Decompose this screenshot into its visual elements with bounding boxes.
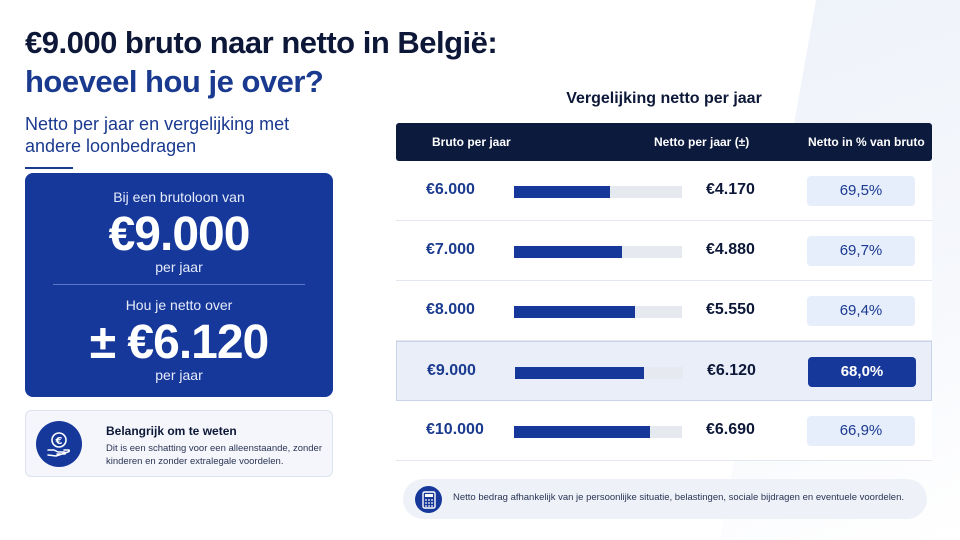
row-bruto: €8.000 [426,301,475,318]
gross-period: per jaar [155,259,203,275]
row-percentage-badge: 66,9% [807,416,915,446]
table-header: Bruto per jaar Netto per jaar (±) Netto … [396,123,932,161]
row-bar-fill [514,306,635,318]
row-bar-fill [514,186,610,198]
title-underline [25,167,73,169]
table-row: €8.000 €5.550 69,4% [396,281,932,341]
row-bar-fill [514,426,651,438]
page-subtitle: Netto per jaar en vergelijking met ander… [25,114,290,156]
svg-text:€: € [55,436,63,447]
row-bar-track [515,367,683,379]
row-bar-track [514,426,682,438]
info-title: Belangrijk om te weten [106,424,237,438]
comparison-table: €6.000 €4.170 69,5% €7.000 €4.880 69,7% €8.000… [396,161,932,461]
calculator-icon [415,486,442,513]
row-bruto: €7.000 [426,241,475,258]
row-netto: €4.880 [706,241,755,258]
footnote: Netto bedrag afhankelijk van je persoonl… [403,479,927,519]
hero-summary-card: Bij een brutoloon van €9.000 per jaar Ho… [25,173,333,397]
net-value: ± €6.120 [89,316,270,369]
table-row: €9.000 €6.120 68,0% [396,341,932,401]
row-bar-track [514,186,682,198]
row-percentage-badge: 68,0% [808,357,916,387]
column-header-bruto: Bruto per jaar [432,135,511,149]
row-bruto: €6.000 [426,181,475,198]
table-row: €10.000 €6.690 66,9% [396,401,932,461]
column-header-percentage: Netto in % van bruto [808,135,925,149]
footnote-text: Netto bedrag afhankelijk van je persoonl… [453,492,905,503]
row-bruto: €9.000 [427,362,476,379]
row-bar-track [514,246,682,258]
row-percentage-badge: 69,5% [807,176,915,206]
row-bar-fill [514,246,622,258]
gross-value: €9.000 [108,208,251,261]
net-period: per jaar [155,367,203,383]
row-netto: €4.170 [706,181,755,198]
row-netto: €6.120 [707,362,756,379]
table-row: €7.000 €4.880 69,7% [396,221,932,281]
page-title-line1: €9.000 bruto naar netto in België: [25,25,498,60]
gross-label: Bij een brutoloon van [113,189,245,205]
euro-hand-icon: € [36,421,82,467]
page-title-line2: hoeveel hou je over? [25,64,324,99]
column-header-netto: Netto per jaar (±) [654,135,750,149]
info-box: € Belangrijk om te weten Dit is een scha… [25,410,333,477]
hero-divider [53,284,305,285]
row-netto: €5.550 [706,301,755,318]
table-row: €6.000 €4.170 69,5% [396,161,932,221]
row-bar-track [514,306,682,318]
net-label: Hou je netto over [125,297,233,313]
row-percentage-badge: 69,4% [807,296,915,326]
row-netto: €6.690 [706,421,755,438]
row-bar-fill [515,367,645,379]
comparison-title: Vergelijking netto per jaar [566,90,762,107]
row-percentage-badge: 69,7% [807,236,915,266]
info-text: Dit is een schatting voor een alleenstaa… [106,443,322,467]
row-bruto: €10.000 [426,421,484,438]
header: €9.000 bruto naar netto in België: hoeve… [25,24,525,169]
